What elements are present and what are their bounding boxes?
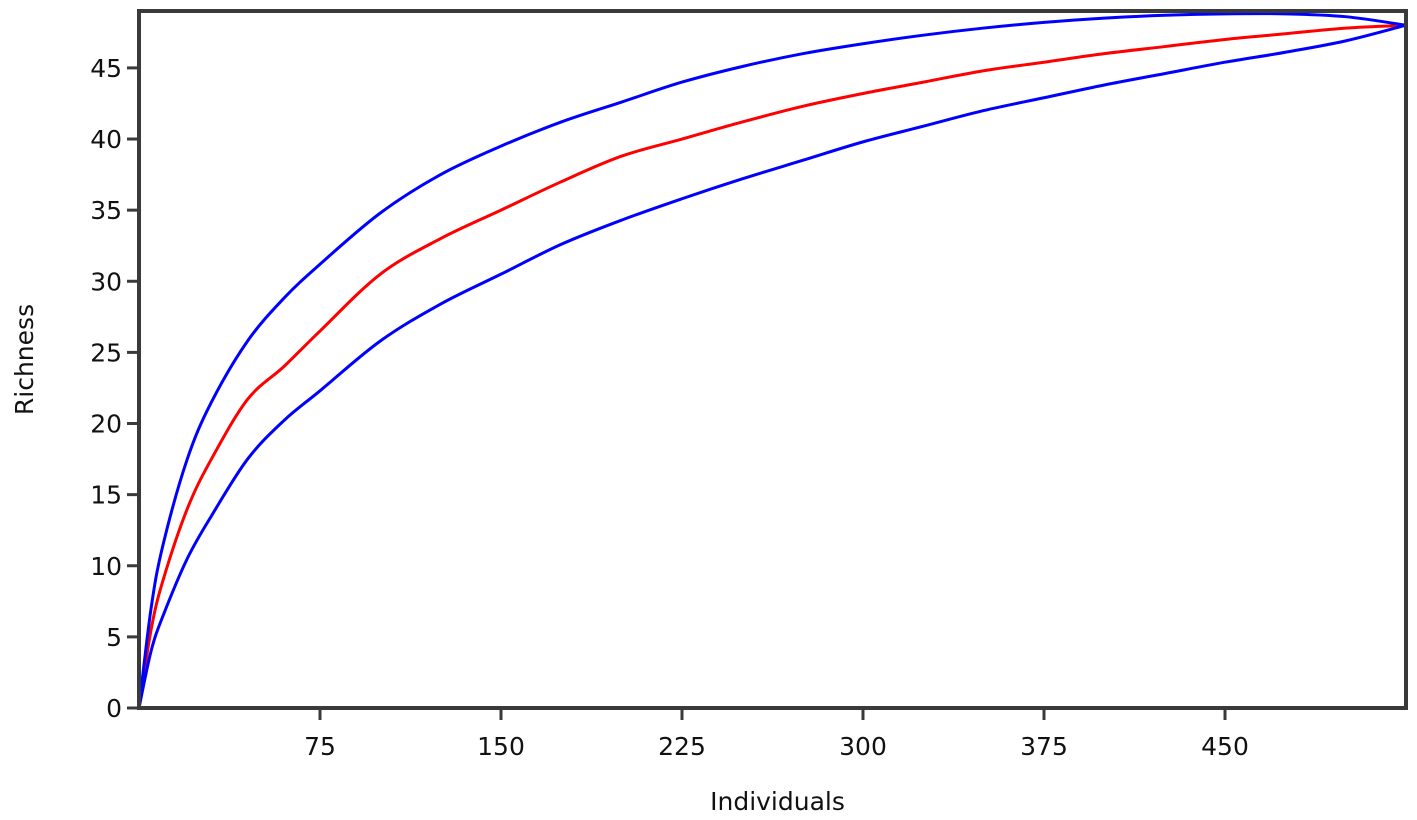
y-tick-label: 20: [90, 410, 122, 439]
series-line-upper-confidence-bound: [137, 12, 1408, 710]
x-tick-label: 75: [304, 732, 336, 761]
y-tick-label: 35: [90, 196, 122, 225]
y-tick-label: 30: [90, 267, 122, 296]
series-line-rarefaction-estimate: [137, 23, 1408, 710]
y-tick-label: 45: [90, 54, 122, 83]
y-tick-label: 0: [106, 694, 122, 723]
series-line-lower-confidence-bound: [137, 23, 1408, 710]
x-tick-label: 150: [477, 732, 525, 761]
y-tick-label: 5: [106, 623, 122, 652]
x-tick-label: 300: [839, 732, 887, 761]
x-tick-label: 450: [1201, 732, 1249, 761]
y-axis: 0 5 10 15 20 25 30 35 40 45: [90, 54, 139, 723]
y-axis-title: Richness: [10, 304, 39, 415]
x-tick-label: 225: [658, 732, 706, 761]
y-tick-label: 40: [90, 125, 122, 154]
y-tick-label: 25: [90, 338, 122, 367]
series-layer: [137, 12, 1408, 710]
y-tick-label: 15: [90, 481, 122, 510]
y-tick-label: 10: [90, 552, 122, 581]
x-axis: 75 150 225 300 375 450: [304, 708, 1249, 761]
x-axis-title: Individuals: [710, 787, 845, 816]
plot-frame: [137, 9, 1408, 710]
x-tick-label: 375: [1020, 732, 1068, 761]
